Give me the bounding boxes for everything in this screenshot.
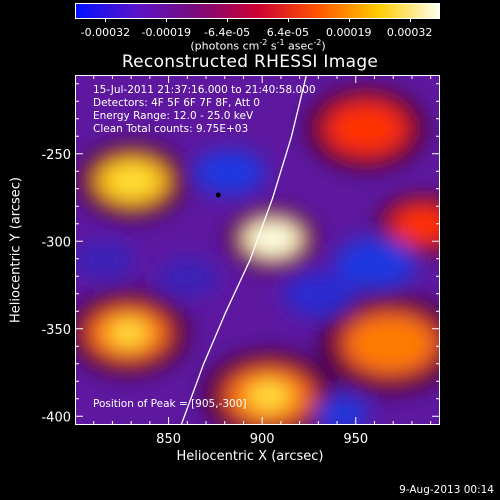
heatmap-blob-core — [113, 168, 151, 194]
timestamp: 9-Aug-2013 00:14 — [399, 484, 494, 496]
colorbar-tick-mark — [348, 18, 350, 22]
y-tick-label: -400 — [41, 410, 71, 425]
annotation-energy-range: Energy Range: 12.0 - 25.0 keV — [93, 110, 254, 122]
heatmap-blob-negative — [314, 396, 369, 424]
x-tick-label: 950 — [343, 432, 368, 447]
x-tick-label: 900 — [250, 432, 275, 447]
colorbar-tick-mark — [227, 18, 229, 22]
heatmap-blob-negative — [283, 272, 356, 318]
x-tick-label: 850 — [156, 432, 181, 447]
colorbar-tick-label: -6.4e-05 — [203, 26, 251, 39]
colorbar-tick-mark — [409, 18, 411, 22]
heatmap-blob-core — [246, 381, 291, 411]
solar-limb-line — [180, 76, 307, 424]
colorbar-tick-label: -0.00019 — [141, 26, 191, 39]
heatmap-blob-positive — [345, 314, 436, 373]
colorbar-gradient — [75, 3, 440, 19]
heatmap-image — [76, 76, 439, 424]
chart-title: Reconstructed RHESSI Image — [121, 52, 379, 72]
heatmap-blob-positive — [327, 103, 405, 154]
y-axis-label: Heliocentric Y (arcsec) — [8, 177, 24, 323]
heatmap-blob-core — [257, 228, 288, 249]
annotation-clean-counts: Clean Total counts: 9.75E+03 — [93, 123, 249, 135]
heatmap-blob-negative — [193, 149, 266, 195]
heatmap-blob-negative — [76, 240, 136, 280]
plot-area — [75, 75, 440, 425]
heatmap-blob-positive — [393, 206, 439, 244]
colorbar-tick-label: 0.00032 — [386, 26, 433, 39]
annotation-detectors: Detectors: 4F 5F 6F 7F 8F, Att 0 — [93, 97, 260, 109]
y-tick-label: -350 — [41, 323, 71, 338]
annotation-time-range: 15-Jul-2011 21:37:16.000 to 21:40:58.000 — [93, 84, 316, 96]
x-axis-label: Heliocentric X (arcsec) — [176, 449, 324, 464]
heatmap-blob-negative — [335, 237, 416, 289]
peak-marker — [215, 192, 221, 198]
colorbar-tick-label: -0.00032 — [80, 26, 131, 39]
y-tick-label: -250 — [41, 148, 71, 163]
colorbar-tick-mark — [166, 18, 168, 22]
colorbar-tick-label: 0.00019 — [326, 26, 372, 39]
colorbar-units: (photons cm-2 s-1 asec-2) — [190, 38, 326, 53]
heatmap-blobs — [76, 85, 439, 424]
annotation-peak-position: Position of Peak = [905,-300] — [93, 398, 247, 410]
colorbar-tick-mark — [287, 18, 289, 22]
y-tick-label: -300 — [41, 235, 71, 250]
heatmap-blob-negative — [156, 257, 220, 297]
heatmap-blob-core — [108, 319, 149, 347]
colorbar-tick-label: 6.4e-05 — [266, 26, 310, 39]
colorbar-tick-mark — [105, 18, 107, 22]
